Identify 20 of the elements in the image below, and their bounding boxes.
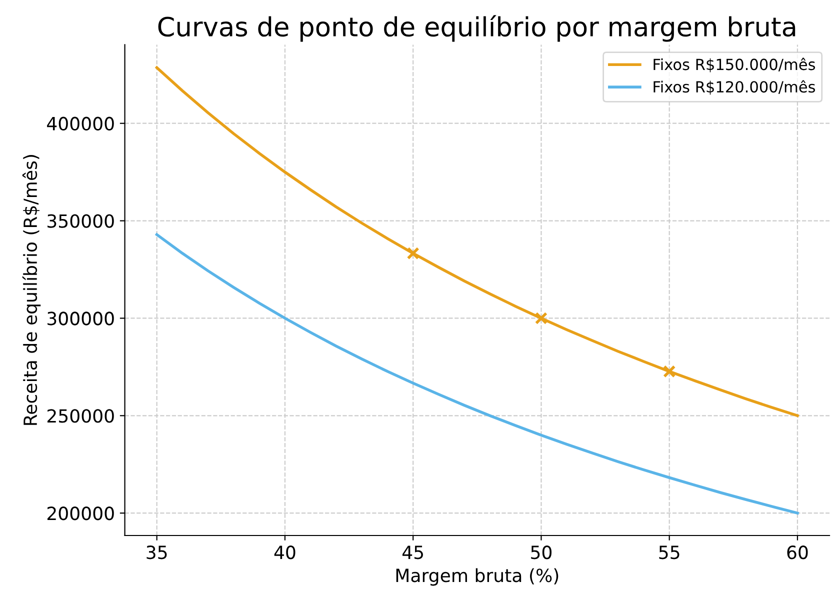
x-tick-label: 35 (146, 546, 167, 560)
y-tick-label: 400000 (47, 116, 114, 130)
y-tick-label: 300000 (48, 312, 114, 326)
x-tick-label: 55 (659, 546, 680, 560)
x-tick-label: 50 (531, 546, 552, 560)
x-tick-label: 45 (402, 546, 423, 560)
point (534, 312, 548, 325)
x-tick-label: 60 (787, 546, 808, 560)
x-tick-label: 40 (274, 546, 296, 560)
y-tick-label: 250000 (47, 409, 114, 423)
y-tick-label: 200000 (47, 506, 114, 520)
legend-label: Fixos R$120.000/mês (654, 80, 816, 95)
x-axis-title: Margem bruta (%) (396, 568, 558, 586)
chart-title: Curvas de ponto de equilíbrio por margem bruta (158, 15, 796, 42)
line-series (155, 233, 799, 514)
point (406, 247, 420, 260)
y-axis-title: Receita de equilíbrio (R$/mês) (22, 155, 41, 425)
legend-label: Fixos R$150.000/mês (654, 58, 816, 72)
point (663, 365, 676, 378)
y-tick-label: 350000 (48, 214, 114, 228)
